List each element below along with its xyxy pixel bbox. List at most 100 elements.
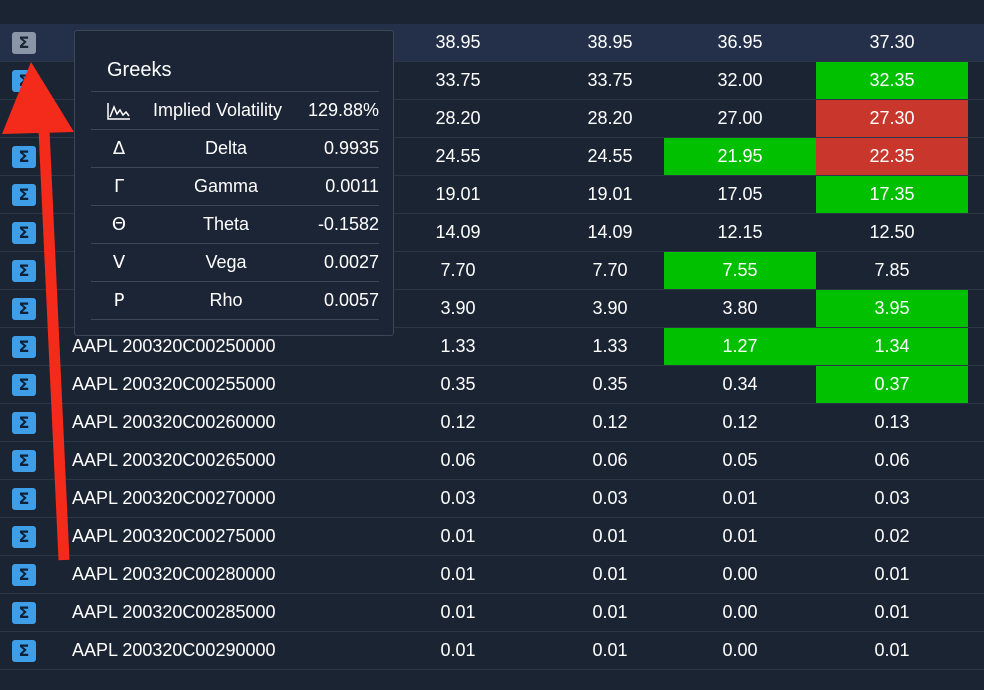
table-row[interactable]: Σ AAPL 200320C00275000 0.01 0.01 0.01 0.02 [0,518,984,556]
price-cell: 1.27 [664,328,816,365]
table-row[interactable]: Σ AAPL 200320C00290000 0.01 0.01 0.00 0.01 [0,632,984,670]
price-cell: 28.20 [587,108,633,128]
price-cell: 3.90 [592,298,628,318]
greeks-divider [91,319,379,320]
gamma-symbol: Γ [113,176,125,197]
price-cell: 19.01 [587,184,633,204]
price-cell: 0.12 [440,412,476,432]
price-cell: 0.01 [440,640,476,660]
price-cell: 3.95 [816,290,968,327]
price-cell: 0.01 [592,526,628,546]
table-row[interactable]: Σ AAPL 200320C00285000 0.01 0.01 0.00 0.01 [0,594,984,632]
greek-row: Θ Theta -0.1582 [91,205,379,243]
price-cell: 33.75 [435,70,481,90]
greek-row: V Vega 0.0027 [91,243,379,281]
option-symbol: AAPL 200320C00285000 [72,602,276,622]
price-cell: 0.01 [592,602,628,622]
greek-value: 0.0027 [323,252,379,272]
greek-name: Theta [202,214,250,234]
greek-value: 0.9935 [323,138,379,158]
price-cell: 7.70 [592,260,628,280]
price-cell: 3.90 [440,298,476,318]
price-cell: 0.35 [440,374,476,394]
price-cell: 24.55 [435,146,481,166]
sigma-icon[interactable]: Σ [12,488,36,510]
table-row[interactable]: Σ AAPL 200320C00270000 0.03 0.03 0.01 0.03 [0,480,984,518]
price-cell: 22.35 [816,138,968,175]
table-row[interactable]: Σ 24.55 24.55 21.95 22.35 [0,138,984,176]
rho-symbol: P [113,290,125,311]
greek-row: P Rho 0.0057 [91,281,379,319]
sigma-icon[interactable]: Σ [12,108,36,130]
price-cell: 1.33 [592,336,628,356]
sigma-icon[interactable]: Σ [12,336,36,358]
greek-name: Rho [209,290,243,310]
greek-value: 0.0057 [323,290,379,310]
option-symbol: AAPL 200320C00250000 [72,336,276,356]
greek-name: Vega [205,252,247,272]
table-row[interactable]: Σ AAPL 200320C00250000 1.33 1.33 1.27 1.34 [0,328,984,366]
sigma-icon[interactable]: Σ [12,298,36,320]
price-cell: 38.95 [435,32,481,52]
price-cell: 14.09 [435,222,481,242]
price-cell: 0.01 [440,564,476,584]
price-cell: 27.30 [816,100,968,137]
price-cell: 0.06 [440,450,476,470]
sigma-icon[interactable]: Σ [12,260,36,282]
price-cell: 17.35 [816,176,968,213]
table-row[interactable]: Σ AAPL 200320C00255000 0.35 0.35 0.34 0.37 [0,366,984,404]
sigma-icon[interactable]: Σ [12,602,36,624]
price-cell: 0.01 [874,602,910,622]
sigma-icon[interactable]: Σ [12,374,36,396]
greek-value: 0.0011 [325,176,379,196]
greek-value: 129.88% [307,100,379,120]
price-cell: 0.03 [592,488,628,508]
price-cell: 0.01 [592,564,628,584]
price-cell: 7.55 [664,252,816,289]
price-cell: 0.34 [722,374,758,394]
sigma-icon[interactable]: Σ [12,640,36,662]
option-symbol: AAPL 200320C00260000 [72,412,276,432]
option-symbol: AAPL 200320C00255000 [72,374,276,394]
price-cell: 38.95 [587,32,633,52]
sigma-icon[interactable]: Σ [12,70,36,92]
table-row[interactable]: Σ 7.70 7.70 7.55 7.85 [0,252,984,290]
price-cell: 17.05 [717,184,763,204]
price-cell: 0.06 [592,450,628,470]
sigma-icon[interactable]: Σ [12,526,36,548]
sigma-icon[interactable]: Σ [12,564,36,586]
price-cell: 0.01 [440,602,476,622]
price-cell: 0.01 [722,526,758,546]
sigma-icon[interactable]: Σ [12,146,36,168]
price-cell: 7.85 [874,260,910,280]
delta-symbol: Δ [112,138,126,159]
price-cell: 0.05 [722,450,758,470]
price-cell: 24.55 [587,146,633,166]
table-row[interactable]: Σ 19.01 19.01 17.05 17.35 [0,176,984,214]
sigma-icon[interactable]: Σ [12,412,36,434]
sigma-icon[interactable]: Σ [12,184,36,206]
vega-symbol: V [112,252,126,273]
chart-icon [91,92,147,134]
greeks-title: Greeks [107,59,172,81]
price-cell: 0.01 [722,488,758,508]
sigma-icon[interactable]: Σ [12,32,36,54]
price-cell: 0.37 [816,366,968,403]
greek-row: Implied Volatility 129.88% [91,91,379,129]
price-cell: 12.50 [869,222,915,242]
table-row[interactable]: Σ 14.09 14.09 12.15 12.50 [0,214,984,252]
sigma-icon[interactable]: Σ [12,450,36,472]
greek-row: Γ Gamma 0.0011 [91,167,379,205]
price-cell: 0.12 [722,412,758,432]
table-row[interactable]: Σ AAPL 200320C00260000 0.12 0.12 0.12 0.13 [0,404,984,442]
price-cell: 0.02 [874,526,910,546]
options-chain-table: Σ 38.95 38.95 36.95 37.30 Σ 33.75 33.75 32.00 32.… [0,24,984,670]
table-row[interactable]: Σ AAPL 200320C00280000 0.01 0.01 0.00 0.01 [0,556,984,594]
table-row[interactable]: Σ AAPL 200320C00265000 0.06 0.06 0.05 0.06 [0,442,984,480]
price-cell: 1.34 [816,328,968,365]
table-row[interactable]: Σ 3.90 3.90 3.80 3.95 [0,290,984,328]
sigma-icon[interactable]: Σ [12,222,36,244]
price-cell: 0.13 [874,412,910,432]
price-cell: 0.01 [440,526,476,546]
option-symbol: AAPL 200320C00270000 [72,488,276,508]
